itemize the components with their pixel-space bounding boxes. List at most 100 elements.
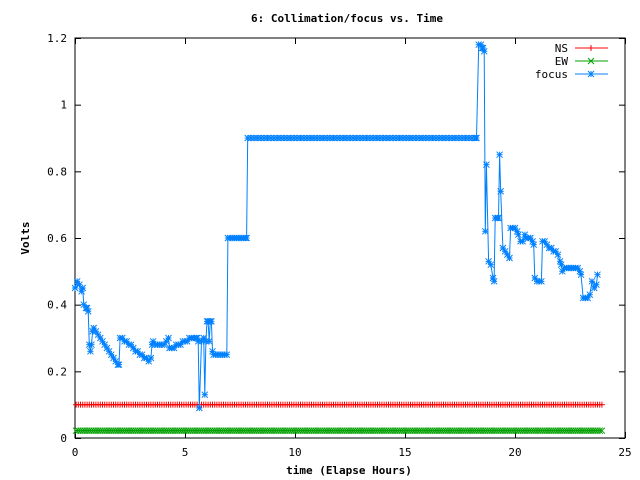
marker-stroke bbox=[598, 427, 606, 435]
data-point-focus bbox=[118, 334, 126, 342]
data-point-focus bbox=[480, 47, 488, 55]
data-point-focus bbox=[577, 271, 585, 279]
marker-stroke bbox=[527, 234, 534, 242]
marker-stroke bbox=[479, 44, 487, 52]
data-point-focus bbox=[483, 161, 490, 169]
data-point-focus bbox=[586, 291, 594, 299]
series-focus bbox=[71, 41, 601, 412]
marker-stroke bbox=[88, 341, 95, 349]
marker-stroke bbox=[243, 234, 250, 242]
marker-stroke bbox=[594, 271, 601, 279]
chart-title: 6: Collimation/focus vs. Time bbox=[251, 12, 443, 25]
x-tick-label: 0 bbox=[72, 446, 79, 459]
marker-stroke bbox=[147, 354, 155, 362]
data-point-focus bbox=[223, 351, 231, 359]
marker-stroke bbox=[513, 227, 521, 235]
data-point-focus bbox=[201, 391, 209, 399]
marker-stroke bbox=[193, 334, 201, 342]
marker-stroke bbox=[587, 57, 595, 65]
y-tick-label: 0.2 bbox=[47, 365, 67, 378]
y-tick-label: 0.6 bbox=[47, 232, 67, 245]
marker-stroke bbox=[87, 347, 94, 355]
marker-stroke bbox=[529, 237, 536, 245]
data-point-focus bbox=[243, 234, 250, 242]
data-point-focus bbox=[147, 354, 155, 362]
series-line-focus bbox=[74, 44, 598, 409]
marker-stroke bbox=[531, 274, 539, 282]
data-point-focus bbox=[84, 307, 92, 315]
data-point-focus bbox=[487, 261, 495, 269]
data-point-focus bbox=[506, 254, 513, 262]
legend-entry-NS: NS bbox=[555, 42, 608, 55]
legend-label: focus bbox=[535, 68, 568, 81]
x-axis-label: time (Elapse Hours) bbox=[286, 464, 412, 477]
y-tick-label: 1 bbox=[60, 99, 67, 112]
marker-stroke bbox=[134, 347, 142, 355]
marker-stroke bbox=[115, 361, 123, 369]
data-point-focus bbox=[530, 241, 538, 249]
marker-stroke bbox=[201, 391, 209, 399]
marker-stroke bbox=[495, 214, 502, 222]
x-tick-label: 20 bbox=[508, 446, 521, 459]
marker-stroke bbox=[588, 277, 596, 285]
marker-stroke bbox=[576, 267, 584, 275]
marker-stroke bbox=[521, 231, 529, 239]
marker-stroke bbox=[118, 334, 126, 342]
data-point-focus bbox=[490, 277, 498, 285]
x-tick-label: 5 bbox=[182, 446, 189, 459]
marker-stroke bbox=[552, 247, 560, 255]
marker-stroke bbox=[105, 347, 113, 355]
marker-stroke bbox=[514, 231, 522, 239]
marker-stroke bbox=[73, 277, 81, 285]
x-tick-label: 15 bbox=[398, 446, 411, 459]
marker-stroke bbox=[547, 244, 555, 252]
marker-stroke bbox=[481, 227, 489, 235]
marker-stroke bbox=[129, 344, 137, 352]
data-point-focus bbox=[594, 271, 601, 279]
data-point-focus bbox=[514, 231, 522, 239]
legend-label: NS bbox=[555, 42, 568, 55]
marker-stroke bbox=[587, 70, 595, 78]
legend-entry-EW: EW bbox=[555, 55, 608, 68]
marker-stroke bbox=[200, 334, 208, 342]
marker-stroke bbox=[76, 281, 83, 289]
marker-stroke bbox=[541, 237, 549, 245]
data-point-focus bbox=[497, 187, 505, 195]
marker-stroke bbox=[127, 341, 135, 349]
data-point-focus bbox=[473, 134, 480, 142]
data-point-focus bbox=[208, 317, 215, 325]
marker-stroke bbox=[530, 241, 538, 249]
data-point-focus bbox=[485, 257, 492, 265]
data-point-focus bbox=[205, 337, 213, 345]
x-tick-label: 25 bbox=[618, 446, 631, 459]
data-point-focus bbox=[554, 251, 562, 259]
data-point-EW bbox=[598, 427, 606, 435]
marker-stroke bbox=[477, 41, 485, 49]
data-point-focus bbox=[195, 404, 203, 412]
y-tick-label: 0.4 bbox=[47, 299, 67, 312]
marker-stroke bbox=[489, 274, 497, 282]
marker-stroke bbox=[501, 247, 509, 255]
marker-stroke bbox=[503, 251, 511, 259]
y-tick-label: 1.2 bbox=[47, 32, 67, 45]
data-point-focus bbox=[541, 237, 549, 245]
data-point-focus bbox=[495, 214, 502, 222]
data-point-focus bbox=[145, 357, 153, 365]
data-point-focus bbox=[496, 151, 503, 159]
data-point-focus bbox=[88, 341, 95, 349]
axes: 0 5 10 15 20 25 0 0.2 0.4 0.6 0.8 1 1.2 bbox=[47, 32, 632, 459]
legend-entry-focus: focus bbox=[535, 68, 608, 81]
marker-stroke bbox=[209, 347, 216, 355]
data-point-focus bbox=[79, 284, 87, 292]
marker-stroke bbox=[586, 291, 594, 299]
marker-stroke bbox=[101, 341, 109, 349]
data-point-focus bbox=[593, 281, 600, 289]
data-point-focus bbox=[538, 277, 545, 285]
marker-stroke bbox=[123, 337, 131, 345]
y-tick-label: 0 bbox=[60, 432, 67, 445]
marker-stroke bbox=[574, 264, 582, 272]
data-point-focus bbox=[165, 334, 172, 342]
data-point-focus bbox=[501, 247, 509, 255]
marker-stroke bbox=[487, 261, 495, 269]
